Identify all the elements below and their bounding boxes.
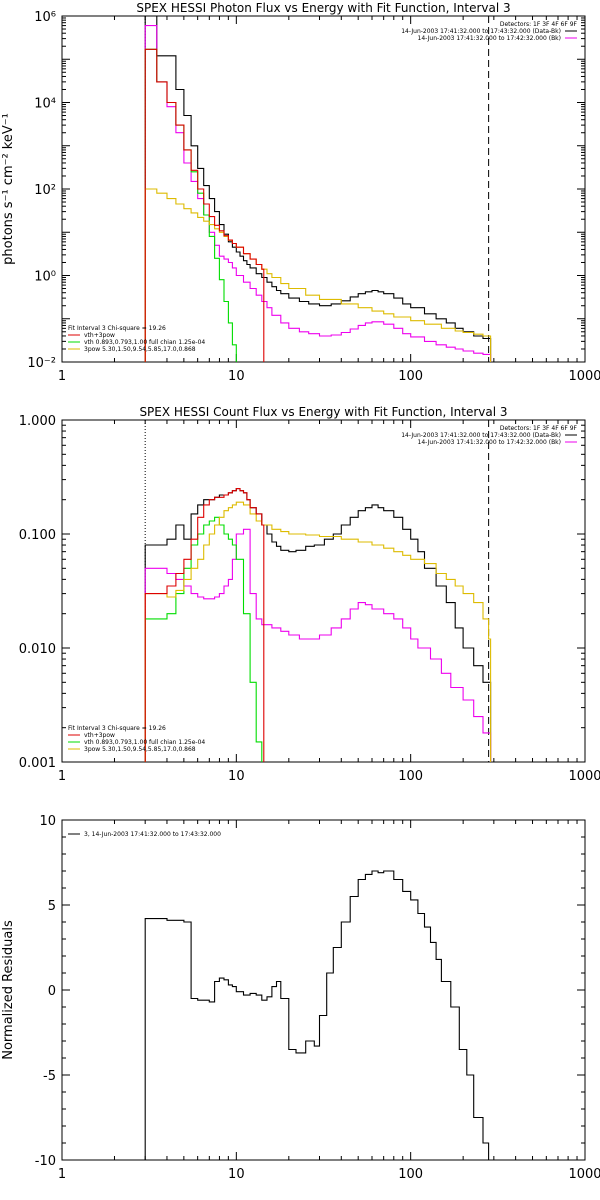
y-tick-label: -5 [43,1069,56,1084]
residuals-ylabel: Normalized Residuals [1,920,16,1060]
legend-right-entry: 14-Jun-2003 17:41:32.000 to 17:42:32.000… [418,439,561,446]
count-flux-axes-frame [61,419,586,763]
series-line-1 [144,25,492,362]
x-tick-label: 1000 [568,1167,600,1182]
legend-left-entry: 3, 14-Jun-2003 17:41:32.000 to 17:43:32.… [84,831,221,838]
legend-right-entry: 14-Jun-2003 17:41:32.000 to 17:43:32.000… [401,432,561,439]
legend-left-entry: vth+3pow [84,732,115,739]
x-tick-label: 1000 [568,369,600,384]
y-tick-label: 10⁰ [34,270,56,285]
y-tick-label: 0.010 [19,642,56,657]
x-tick-label: 10 [228,369,245,384]
residuals-panel: 1 10 100 1000 -10 -5 0 5 10 Normalized Residuals 3… [1,814,600,1182]
series-line-1 [144,528,492,762]
legend-left-entry: vth+3pow [84,332,115,339]
photon-flux-axes-frame [61,15,586,363]
y-tick-label: 0.100 [19,528,56,543]
series-line-3 [144,501,492,762]
residuals-axes-frame [61,819,586,1161]
y-tick-label: 1.000 [19,414,56,429]
legend-right-entry: 14-Jun-2003 17:41:32.000 to 17:42:32.000… [418,35,561,42]
x-tick-label: 100 [398,769,423,784]
y-tick-label: 10 [39,814,56,829]
legend-left-entry: vth 0.893,0.793,1.00 full chian 1.25e-04 [84,739,205,746]
x-tick-label: 10 [228,769,245,784]
x-tick-label: 100 [398,1167,423,1182]
legend-right-entry: Detectors: 1F 3F 4F 6F 9F [500,425,578,432]
series-line-4 [144,488,265,762]
photon-flux-ylabel: photons s⁻¹ cm⁻² keV⁻¹ [1,113,16,265]
legend-right-entry: 14-Jun-2003 17:41:32.000 to 17:43:32.000… [401,28,561,35]
count-flux-panel: SPEX HESSI Count Flux vs Energy with Fit… [19,405,600,784]
count-flux-title: SPEX HESSI Count Flux vs Energy with Fit… [139,405,507,419]
x-tick-label: 1 [58,769,66,784]
x-tick-label: 100 [398,369,423,384]
legend-right-entry: Detectors: 1F 3F 4F 6F 9F [500,21,578,28]
x-tick-label: 10 [228,1167,245,1182]
y-tick-label: 10⁻² [27,356,56,371]
y-tick-label: 0 [48,984,56,999]
legend-left-entry: vth 0.893,0.793,1.00 full chian 1.25e-04 [84,339,205,346]
x-tick-label: 1000 [568,769,600,784]
series-line-4 [144,48,265,362]
legend-left-entry: 3pow 5.30,1.50,9.54,5.85,17.0,0.868 [84,346,196,353]
legend-left-entry: 3pow 5.30,1.50,9.54,5.85,17.0,0.868 [84,746,196,753]
y-tick-label: 10² [34,183,56,198]
y-tick-label: 0.001 [19,756,56,771]
y-tick-label: 5 [48,899,56,914]
x-tick-label: 1 [58,369,66,384]
series-line-0 [144,16,492,362]
series-line-3 [144,188,492,362]
y-tick-label: -10 [35,1154,56,1169]
photon-flux-title: SPEX HESSI Photon Flux vs Energy with Fi… [136,1,510,15]
x-tick-label: 1 [58,1167,66,1182]
series-line-0 [144,870,492,1160]
y-tick-label: 10⁶ [34,10,56,25]
y-tick-label: 10⁴ [34,97,56,112]
photon-flux-panel: SPEX HESSI Photon Flux vs Energy with Fi… [1,1,600,384]
legend-left-entry: Fit Interval 3 Chi-square = 19.26 [68,325,166,332]
series-line-0 [144,488,492,762]
legend-left-entry: Fit Interval 3 Chi-square = 19.26 [68,725,166,732]
